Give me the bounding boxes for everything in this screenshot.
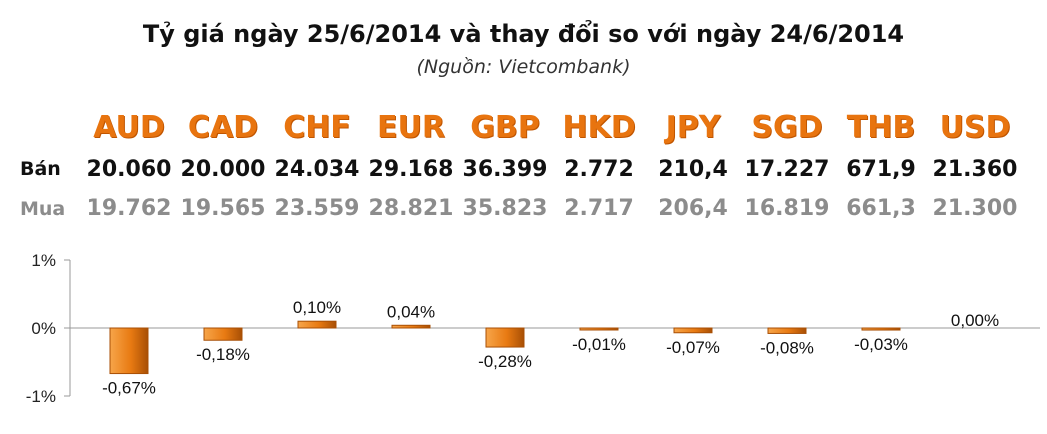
sell-rate-cad: 20.000 xyxy=(180,157,266,182)
data-label-aud: -0,67% xyxy=(102,379,156,398)
data-label-jpy: -0,07% xyxy=(666,338,720,357)
y-tick-label: 0% xyxy=(31,319,56,338)
sell-rate-jpy: 210,4 xyxy=(658,157,728,182)
data-label-thb: -0,03% xyxy=(854,335,908,354)
sell-rate-sgd: 17.227 xyxy=(744,157,830,182)
bar-aud xyxy=(109,327,149,375)
currency-gbp: GBP xyxy=(470,110,540,145)
buy-rate-thb: 661,3 xyxy=(846,196,916,221)
currency-sgd: SGD xyxy=(751,110,823,145)
buy-rate-usd: 21.300 xyxy=(932,196,1018,221)
bar-thb xyxy=(861,327,901,331)
sell-rate-gbp: 36.399 xyxy=(462,157,548,182)
currency-aud: AUD xyxy=(93,110,165,145)
chart-source: (Nguồn: Vietcombank) xyxy=(416,56,631,78)
buy-rate-sgd: 16.819 xyxy=(744,196,830,221)
currency-jpy: JPY xyxy=(665,110,721,145)
sell-rate-chf: 24.034 xyxy=(274,157,360,182)
sell-rate-thb: 671,9 xyxy=(846,157,916,182)
sell-rate-aud: 20.060 xyxy=(86,157,172,182)
data-label-chf: 0,10% xyxy=(293,298,341,317)
bar-gbp xyxy=(485,327,525,348)
bar-cad xyxy=(203,327,243,341)
y-tick-label: 1% xyxy=(31,251,56,270)
bar-sgd xyxy=(767,327,807,334)
sell-rate-eur: 29.168 xyxy=(368,157,454,182)
buy-rate-aud: 19.762 xyxy=(86,196,172,221)
data-label-cad: -0,18% xyxy=(196,345,250,364)
buy-row-label: Mua xyxy=(20,198,66,220)
currency-hkd: HKD xyxy=(562,110,636,145)
bar-eur xyxy=(391,324,431,329)
sell-rate-hkd: 2.772 xyxy=(564,157,634,182)
buy-rate-gbp: 35.823 xyxy=(462,196,548,221)
y-tick-label: -1% xyxy=(26,387,56,406)
data-label-sgd: -0,08% xyxy=(760,338,814,357)
currency-thb: THB xyxy=(846,110,916,145)
data-label-hkd: -0,01% xyxy=(572,335,626,354)
data-label-eur: 0,04% xyxy=(387,302,435,321)
currency-chf: CHF xyxy=(283,110,351,145)
currency-usd: USD xyxy=(939,110,1011,145)
buy-rate-chf: 23.559 xyxy=(274,196,360,221)
buy-rate-jpy: 206,4 xyxy=(658,196,728,221)
buy-rate-cad: 19.565 xyxy=(180,196,266,221)
chart-title: Tỷ giá ngày 25/6/2014 và thay đổi so với… xyxy=(142,20,905,48)
bar-hkd xyxy=(579,327,619,331)
data-label-gbp: -0,28% xyxy=(478,352,532,371)
currency-cad: CAD xyxy=(187,110,259,145)
bar-jpy xyxy=(673,327,713,334)
currency-eur: EUR xyxy=(377,110,445,145)
sell-row-label: Bán xyxy=(20,158,61,180)
buy-rate-eur: 28.821 xyxy=(368,196,454,221)
bar-chf xyxy=(297,320,337,329)
buy-rate-hkd: 2.717 xyxy=(564,196,634,221)
sell-rate-usd: 21.360 xyxy=(932,157,1018,182)
data-label-usd: 0,00% xyxy=(951,311,999,330)
